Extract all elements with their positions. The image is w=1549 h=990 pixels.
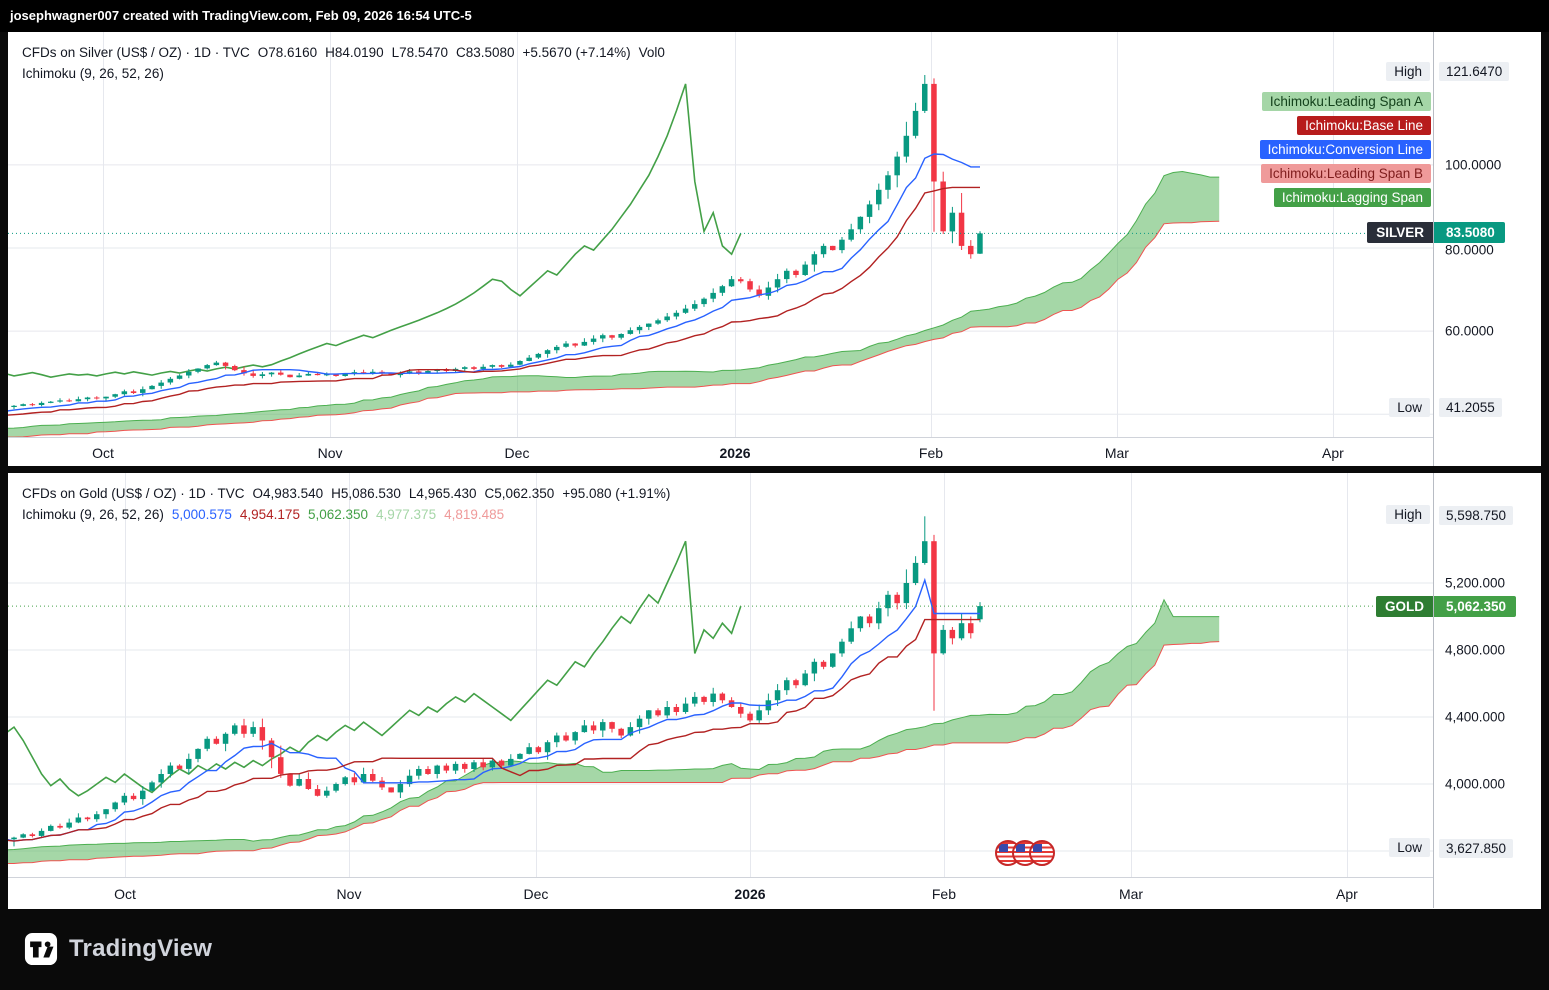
ichimoku-leading-span-a-badge[interactable]: Ichimoku:Leading Span A (1261, 92, 1431, 111)
silver-last-price-label: 83.5080 (1434, 222, 1505, 243)
gold-low-value: L4,965.430 (408, 486, 477, 501)
gold-high-value: H5,086.530 (331, 486, 401, 501)
gold-candlestick-chart[interactable] (8, 473, 1433, 877)
gold-high-price-label: 5,598.750 (1439, 506, 1514, 525)
time-axis-label: Oct (114, 885, 136, 902)
gold-symbol-badge: GOLD (1376, 596, 1433, 617)
silver-price-tick-100: 100.0000 (1445, 157, 1502, 173)
ichimoku-conversion-line-badge[interactable]: Ichimoku:Conversion Line (1259, 140, 1431, 159)
gold-chart-pane: CFDs on Gold (US$ / OZ) · 1D · TVC O4,98… (8, 473, 1433, 877)
time-axis-label: Dec (504, 444, 530, 461)
silver-high-price-label: 121.6470 (1439, 62, 1510, 81)
time-axis-label: Nov (336, 885, 362, 902)
gold-close-value: C5,062.350 (484, 486, 555, 501)
silver-indicator-title[interactable]: Ichimoku (9, 26, 52, 26) (22, 66, 164, 81)
time-axis-label: 2026 (719, 444, 751, 461)
attribution-text: josephwagner007 created with TradingView… (10, 8, 472, 23)
time-axis-label: 2026 (734, 885, 766, 902)
time-axis-label: Apr (1322, 444, 1344, 461)
gold-symbol-title[interactable]: CFDs on Gold (US$ / OZ) · 1D · TVC (22, 486, 245, 501)
gold-price-tick-4800: 4,800.000 (1445, 642, 1506, 658)
footer-bar: TradingView (0, 908, 1549, 990)
ichimoku-lagging-span-badge[interactable]: Ichimoku:Lagging Span (1273, 188, 1431, 207)
silver-low-flag: Low (1389, 398, 1430, 417)
gold-ichimoku-span-a-value: 4,977.375 (376, 507, 437, 522)
time-axis-label: Oct (92, 444, 114, 461)
gold-price-tick-4400: 4,400.000 (1445, 709, 1506, 725)
silver-chart-pane: CFDs on Silver (US$ / OZ) · 1D · TVC O78… (8, 32, 1433, 437)
silver-time-axis[interactable]: Oct Nov Dec 2026 Feb Mar Apr (8, 437, 1541, 467)
silver-price-tick-60: 60.0000 (1445, 323, 1494, 339)
gold-high-flag: High (1386, 505, 1430, 524)
us-flag-icon (1029, 840, 1055, 866)
time-axis-label: Dec (523, 885, 549, 902)
gold-low-flag: Low (1389, 838, 1430, 857)
us-economic-events-icon[interactable] (995, 840, 1055, 866)
silver-open-value: O78.6160 (257, 45, 318, 60)
tradingview-wordmark[interactable]: TradingView (69, 935, 213, 962)
tradingview-logo[interactable] (24, 932, 58, 966)
silver-candlestick-chart[interactable] (8, 32, 1433, 437)
silver-change-value: +5.5670 (+7.14%) (522, 45, 631, 60)
pane-divider[interactable] (8, 466, 1541, 473)
time-axis-label: Mar (1118, 885, 1144, 902)
time-axis-label: Apr (1336, 885, 1358, 902)
silver-symbol-badge: SILVER (1367, 222, 1433, 243)
attribution-bar: josephwagner007 created with TradingView… (0, 0, 1549, 32)
silver-close-value: C83.5080 (455, 45, 515, 60)
gold-price-tick-5200: 5,200.000 (1445, 575, 1506, 591)
silver-symbol-title[interactable]: CFDs on Silver (US$ / OZ) · 1D · TVC (22, 45, 250, 60)
silver-high-value: H84.0190 (325, 45, 384, 60)
time-axis-label: Mar (1104, 444, 1129, 461)
silver-legend: CFDs on Silver (US$ / OZ) · 1D · TVC O78… (22, 42, 665, 84)
gold-last-price-label: 5,062.350 (1434, 596, 1517, 617)
gold-low-price-label: 3,627.850 (1439, 839, 1514, 858)
gold-ichimoku-lagging-value: 5,062.350 (307, 507, 369, 522)
silver-volume-value: Vol0 (638, 45, 665, 60)
time-axis-label: Feb (931, 885, 956, 902)
silver-low-value: L78.5470 (391, 45, 448, 60)
ichimoku-badge-list: Ichimoku:Leading Span A Ichimoku:Base Li… (1259, 92, 1431, 207)
gold-indicator-title[interactable]: Ichimoku (9, 26, 52, 26) (22, 507, 164, 522)
ichimoku-base-line-badge[interactable]: Ichimoku:Base Line (1297, 116, 1431, 135)
gold-open-value: O4,983.540 (252, 486, 324, 501)
gold-ichimoku-conversion-value: 5,000.575 (171, 507, 232, 522)
gold-ichimoku-span-b-value: 4,819.485 (444, 507, 505, 522)
gold-price-tick-4000: 4,000.000 (1445, 776, 1506, 792)
silver-high-flag: High (1386, 62, 1430, 81)
gold-change-value: +95.080 (+1.91%) (562, 486, 671, 501)
gold-time-axis[interactable]: Oct Nov Dec 2026 Feb Mar Apr (8, 877, 1541, 909)
time-axis-label: Nov (317, 444, 343, 461)
ichimoku-leading-span-b-badge[interactable]: Ichimoku:Leading Span B (1261, 164, 1431, 183)
silver-low-price-label: 41.2055 (1439, 398, 1502, 417)
gold-ichimoku-base-value: 4,954.175 (239, 507, 300, 522)
gold-legend: CFDs on Gold (US$ / OZ) · 1D · TVC O4,98… (22, 483, 670, 525)
silver-price-tick-80: 80.0000 (1445, 242, 1494, 258)
time-axis-label: Feb (918, 444, 944, 461)
chart-frame: CFDs on Silver (US$ / OZ) · 1D · TVC O78… (8, 32, 1541, 909)
